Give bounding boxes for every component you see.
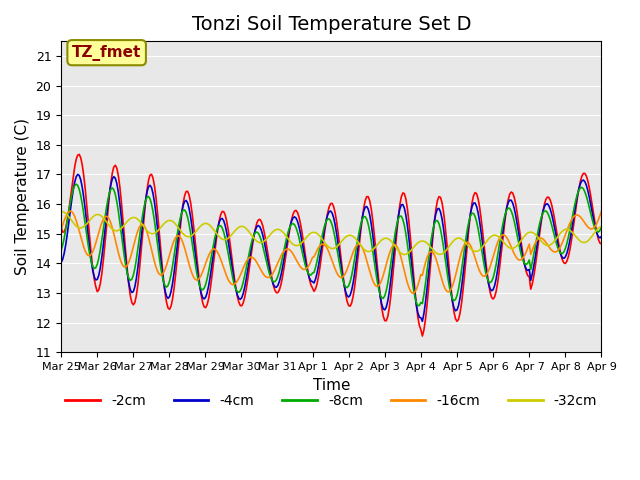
-8cm [295,235,303,240]
-32cm [218,236,226,242]
-32cm [598,224,605,229]
-8cm [58,247,65,253]
-8cm [72,181,80,187]
-2cm [598,241,605,247]
-2cm [220,209,228,215]
-4cm [238,295,246,300]
-16cm [124,262,131,268]
-16cm [410,290,417,296]
-4cm [74,171,81,177]
-16cm [569,215,577,220]
-2cm [58,225,65,231]
Line: -8cm: -8cm [61,184,602,306]
-2cm [76,152,83,157]
-2cm [238,303,246,309]
-4cm [571,210,579,216]
-4cm [247,248,255,254]
-32cm [124,218,131,224]
Line: -2cm: -2cm [61,155,602,336]
-4cm [125,281,132,287]
-32cm [58,209,65,215]
X-axis label: Time: Time [312,377,350,393]
-8cm [220,229,228,235]
-16cm [246,255,253,261]
-32cm [401,252,408,257]
-16cm [598,208,605,214]
Line: -4cm: -4cm [61,174,602,321]
Legend: -2cm, -4cm, -8cm, -16cm, -32cm: -2cm, -4cm, -8cm, -16cm, -32cm [60,389,603,414]
-2cm [419,333,426,339]
-4cm [598,234,605,240]
-8cm [247,242,255,248]
-16cm [218,261,226,266]
-32cm [236,224,244,229]
-8cm [125,276,132,281]
-16cm [294,259,301,265]
-8cm [571,204,579,209]
-4cm [220,218,228,224]
Line: -16cm: -16cm [61,211,602,293]
-16cm [58,226,65,232]
-4cm [58,260,65,265]
Line: -32cm: -32cm [61,212,602,254]
-8cm [598,224,605,230]
-2cm [247,254,255,260]
-8cm [414,303,422,309]
-2cm [571,216,579,222]
-2cm [295,214,303,220]
Text: TZ_fmet: TZ_fmet [72,45,141,60]
Title: Tonzi Soil Temperature Set D: Tonzi Soil Temperature Set D [191,15,471,34]
Y-axis label: Soil Temperature (C): Soil Temperature (C) [15,118,30,275]
-4cm [419,318,426,324]
-32cm [294,243,301,249]
-8cm [238,285,246,290]
-32cm [246,229,253,235]
-16cm [236,273,244,278]
-4cm [295,224,303,229]
-32cm [569,230,577,236]
-2cm [125,282,132,288]
